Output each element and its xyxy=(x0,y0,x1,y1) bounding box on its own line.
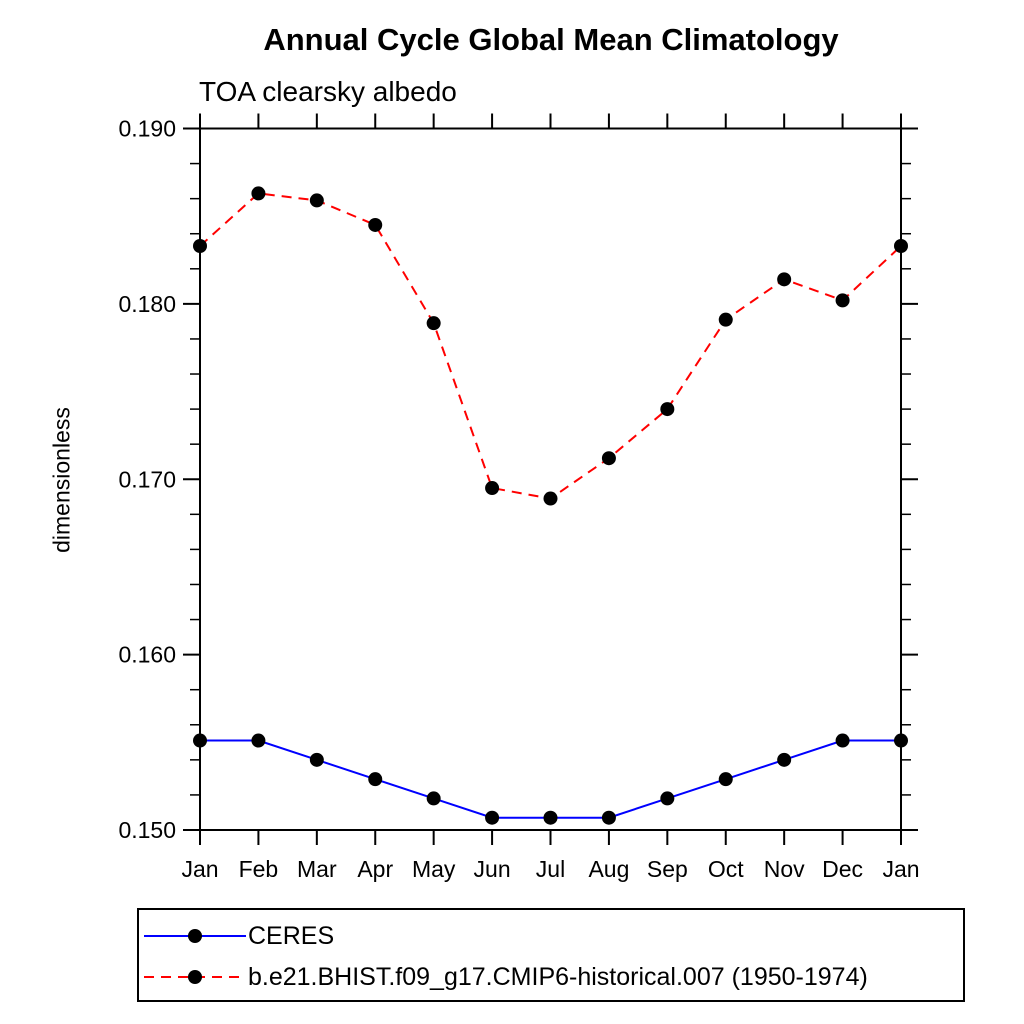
x-axis-tick-label: Jan xyxy=(882,856,919,882)
x-axis-tick-label: Nov xyxy=(764,856,805,882)
series-model-data-point-marker xyxy=(777,272,792,287)
series-ceres-data-point-marker xyxy=(426,791,441,806)
legend-label-model: b.e21.BHIST.f09_g17.CMIP6-historical.007… xyxy=(248,963,868,991)
legend-label-ceres: CERES xyxy=(248,922,335,950)
series-model-data-point-marker xyxy=(718,312,733,327)
series-model-line xyxy=(199,192,902,500)
series-ceres-data-point-marker xyxy=(601,810,616,825)
legend-marker-sample xyxy=(188,929,202,943)
x-axis-tick-label: Aug xyxy=(588,856,629,882)
series-ceres-data-point-marker xyxy=(718,772,733,787)
y-axis-title: dimensionless xyxy=(48,407,75,553)
series-model-data-point-marker xyxy=(368,217,383,232)
x-axis-tick-label: Sep xyxy=(647,856,688,882)
series-model-data-point-marker xyxy=(894,239,908,254)
series-ceres-data-point-marker xyxy=(894,733,908,748)
series-model-data-point-marker xyxy=(543,491,558,506)
legend-row-ceres: CERES xyxy=(142,922,335,950)
y-axis-tick-label: 0.160 xyxy=(118,642,176,668)
x-axis-tick-label: Mar xyxy=(297,856,337,882)
page-title: Annual Cycle Global Mean Climatology xyxy=(263,22,839,57)
x-axis-tick-label: May xyxy=(412,856,456,882)
series-model-data-point-marker xyxy=(309,193,324,208)
series-ceres-data-point-marker xyxy=(193,733,207,748)
y-axis-tick-label: 0.170 xyxy=(118,466,176,492)
y-axis-tick-label: 0.180 xyxy=(118,291,176,317)
x-axis-tick-label: Jun xyxy=(474,856,511,882)
series-ceres-data-point-marker xyxy=(543,810,558,825)
series-model-data-point-marker xyxy=(426,316,441,331)
x-axis-tick-label: Jul xyxy=(536,856,565,882)
legend-marker-sample xyxy=(188,970,202,984)
series-model-data-point-marker xyxy=(251,186,266,201)
chart-subtitle: TOA clearsky albedo xyxy=(199,76,457,107)
series-model-data-point-marker xyxy=(660,402,675,417)
legend: CERES b.e21.BHIST.f09_g17.CMIP6-historic… xyxy=(137,908,965,1002)
series-ceres-data-point-marker xyxy=(251,733,266,748)
x-axis-tick-label: Dec xyxy=(822,856,863,882)
x-axis-tick-label: Feb xyxy=(239,856,279,882)
series-ceres-data-point-marker xyxy=(835,733,850,748)
series-ceres-line xyxy=(200,739,901,819)
x-axis-tick-label: Oct xyxy=(708,856,744,882)
series-model-data-point-marker xyxy=(193,239,207,254)
legend-swatch-ceres-line xyxy=(144,929,246,943)
x-axis-tick-label: Apr xyxy=(357,856,393,882)
series-ceres-data-point-marker xyxy=(777,752,792,767)
series-ceres-data-point-marker xyxy=(660,791,675,806)
x-axis-tick-label: Jan xyxy=(181,856,218,882)
legend-row-model: b.e21.BHIST.f09_g17.CMIP6-historical.007… xyxy=(142,963,868,991)
series-model-data-point-marker xyxy=(485,481,500,496)
series-model-data-point-marker xyxy=(601,451,616,466)
series-ceres-data-point-marker xyxy=(485,810,500,825)
y-axis-tick-label: 0.150 xyxy=(118,817,176,843)
y-axis-tick-label: 0.190 xyxy=(118,116,176,142)
series-model-data-point-marker xyxy=(835,293,850,308)
series-ceres-data-point-marker xyxy=(309,752,324,767)
series-ceres-data-point-marker xyxy=(368,772,383,787)
legend-swatch-model-line xyxy=(144,970,246,984)
plot-frame xyxy=(199,127,902,831)
